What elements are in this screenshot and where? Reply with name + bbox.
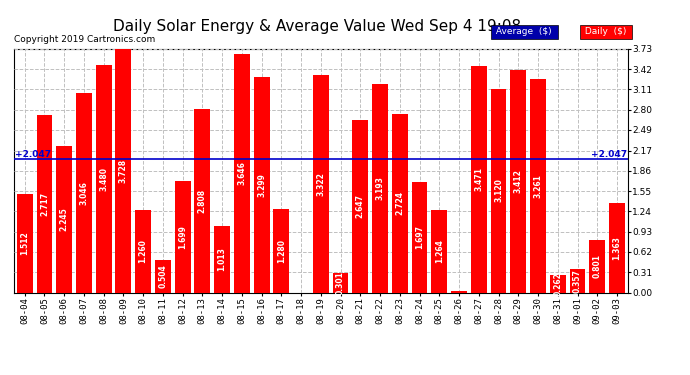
Text: 3.322: 3.322 bbox=[316, 172, 326, 196]
Bar bbox=[195, 109, 210, 292]
Bar bbox=[431, 210, 447, 292]
Bar bbox=[412, 182, 428, 292]
Bar bbox=[214, 226, 230, 292]
Text: 3.728: 3.728 bbox=[119, 159, 128, 183]
Bar bbox=[530, 80, 546, 292]
Text: 1.264: 1.264 bbox=[435, 239, 444, 263]
Text: 0.262: 0.262 bbox=[553, 272, 562, 296]
Bar bbox=[96, 65, 112, 292]
Bar bbox=[135, 210, 151, 292]
Bar bbox=[511, 69, 526, 292]
Text: 3.120: 3.120 bbox=[494, 178, 503, 203]
Bar bbox=[273, 209, 289, 292]
Bar bbox=[76, 93, 92, 292]
Text: 3.193: 3.193 bbox=[375, 176, 384, 200]
Text: 0.504: 0.504 bbox=[159, 264, 168, 288]
Bar bbox=[313, 75, 328, 292]
Text: 1.512: 1.512 bbox=[20, 231, 29, 255]
Text: 3.412: 3.412 bbox=[514, 169, 523, 193]
Bar bbox=[392, 114, 408, 292]
Text: 3.471: 3.471 bbox=[474, 167, 483, 191]
Text: 0.301: 0.301 bbox=[336, 271, 345, 295]
Text: 2.808: 2.808 bbox=[198, 189, 207, 213]
Bar bbox=[175, 182, 190, 292]
Text: 2.717: 2.717 bbox=[40, 192, 49, 216]
Text: +2.047: +2.047 bbox=[591, 150, 627, 159]
Text: 3.480: 3.480 bbox=[99, 167, 108, 191]
Text: +2.047: +2.047 bbox=[15, 150, 51, 159]
Bar bbox=[609, 203, 625, 292]
Text: Average  ($): Average ($) bbox=[493, 27, 555, 36]
Bar bbox=[589, 240, 605, 292]
Text: 3.299: 3.299 bbox=[257, 173, 266, 196]
Text: Daily  ($): Daily ($) bbox=[582, 27, 629, 36]
Text: Copyright 2019 Cartronics.com: Copyright 2019 Cartronics.com bbox=[14, 35, 155, 44]
Bar bbox=[471, 66, 486, 292]
Bar bbox=[451, 291, 467, 292]
Bar bbox=[17, 194, 32, 292]
Text: 0.801: 0.801 bbox=[593, 254, 602, 278]
Text: 3.646: 3.646 bbox=[237, 161, 246, 185]
Text: 3.046: 3.046 bbox=[79, 181, 88, 205]
Bar bbox=[550, 275, 566, 292]
Bar bbox=[57, 146, 72, 292]
Bar bbox=[570, 269, 585, 292]
Bar bbox=[333, 273, 348, 292]
Text: 1.363: 1.363 bbox=[613, 236, 622, 260]
Text: 1.697: 1.697 bbox=[415, 225, 424, 249]
Bar bbox=[491, 88, 506, 292]
Text: 2.245: 2.245 bbox=[59, 207, 68, 231]
Bar bbox=[254, 77, 270, 292]
Text: 1.260: 1.260 bbox=[139, 239, 148, 263]
Text: 3.261: 3.261 bbox=[533, 174, 542, 198]
Text: 0.357: 0.357 bbox=[573, 269, 582, 293]
Text: 2.647: 2.647 bbox=[356, 194, 365, 218]
Bar bbox=[115, 49, 131, 292]
Text: Daily Solar Energy & Average Value Wed Sep 4 19:08: Daily Solar Energy & Average Value Wed S… bbox=[113, 19, 522, 34]
Text: 2.724: 2.724 bbox=[395, 192, 404, 216]
Bar bbox=[37, 115, 52, 292]
Text: 1.013: 1.013 bbox=[217, 248, 226, 272]
Bar bbox=[155, 260, 171, 292]
Text: 1.699: 1.699 bbox=[178, 225, 187, 249]
Bar bbox=[372, 84, 388, 292]
Text: 1.280: 1.280 bbox=[277, 238, 286, 262]
Bar bbox=[234, 54, 250, 292]
Bar bbox=[353, 120, 368, 292]
